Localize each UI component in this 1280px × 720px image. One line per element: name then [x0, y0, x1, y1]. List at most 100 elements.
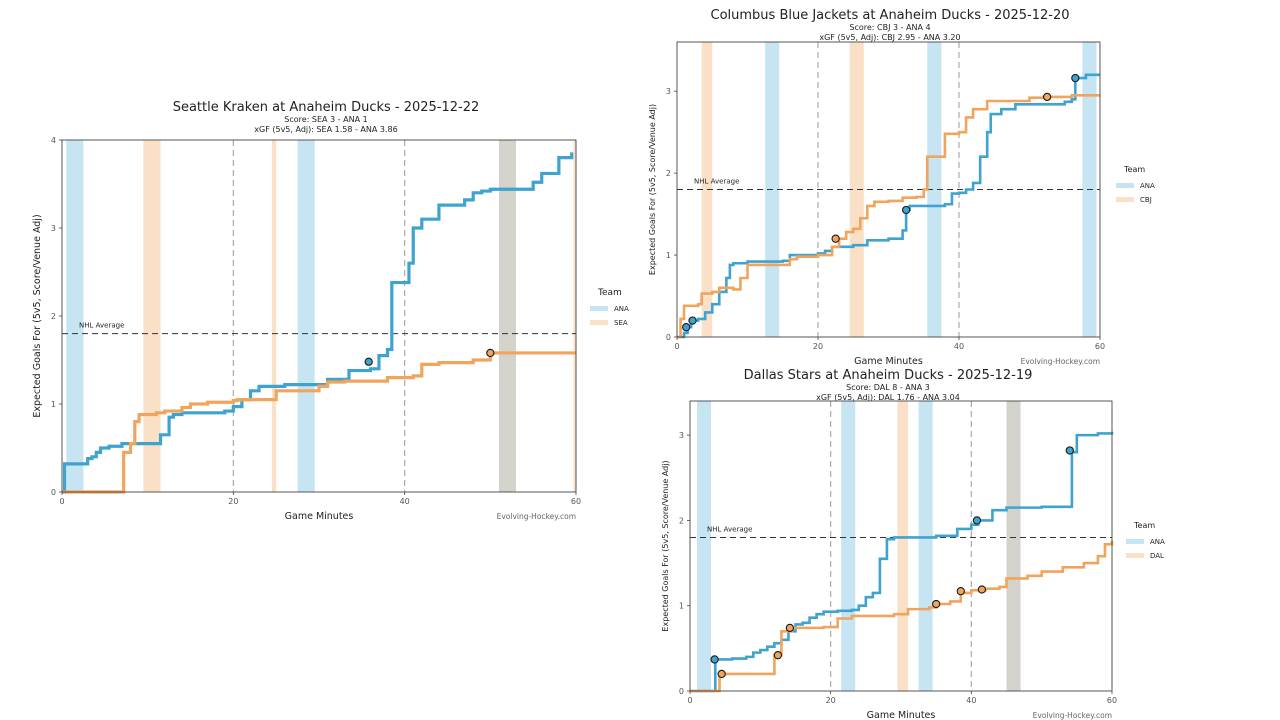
- chart-title: Seattle Kraken at Anaheim Ducks - 2025-1…: [173, 100, 480, 115]
- y-axis-label: Expected Goals For (5v5, Score/Venue Adj…: [648, 104, 657, 275]
- series-line-ana: [690, 431, 1114, 693]
- y-axis-label: Expected Goals For (5v5, Score/Venue Adj…: [32, 214, 43, 417]
- series-line-sea: [62, 351, 576, 494]
- chart-title: Dallas Stars at Anaheim Ducks - 2025-12-…: [744, 368, 1033, 383]
- x-tick-label: 40: [954, 342, 964, 351]
- x-tick-label: 60: [571, 497, 581, 506]
- source-credit: Evolving-Hockey.com: [1021, 357, 1100, 366]
- y-axis-label: Expected Goals For (5v5, Score/Venue Adj…: [661, 460, 670, 631]
- goal-marker-ana: [1065, 446, 1074, 455]
- legend-swatch-cbj: [1116, 197, 1134, 202]
- y-tick-label: 3: [51, 224, 56, 233]
- xgf-subtitle: xGF (5v5, Adj): SEA 1.58 - ANA 3.86: [254, 125, 397, 134]
- legend-swatch-ana: [590, 306, 608, 311]
- penalty-band-ana: [841, 401, 856, 691]
- legend-title: Team: [597, 288, 622, 298]
- penalty-band-opp: [143, 140, 161, 492]
- nhl-average-label: NHL Average: [707, 525, 752, 533]
- score-subtitle: Score: DAL 8 - ANA 3: [846, 383, 930, 392]
- x-tick-label: 0: [59, 497, 64, 506]
- source-credit: Evolving-Hockey.com: [497, 512, 576, 521]
- score-subtitle: Score: SEA 3 - ANA 1: [284, 115, 367, 124]
- legend-label-sea: SEA: [614, 319, 628, 327]
- penalty-band-gray: [498, 140, 517, 492]
- goal-marker-opp: [773, 651, 783, 660]
- x-tick-label: 40: [966, 696, 976, 705]
- x-tick-label: 20: [228, 497, 238, 506]
- penalty-band-opp: [701, 42, 713, 337]
- goal-marker-ana: [901, 205, 911, 215]
- xgf-subtitle: xGF (5v5, Adj): DAL 1.76 - ANA 3.04: [816, 393, 960, 402]
- goal-marker-opp: [831, 234, 840, 243]
- chart-seattle-at-anaheim: Seattle Kraken at Anaheim Ducks - 2025-1…: [32, 100, 629, 522]
- series-line-dal: [690, 540, 1114, 693]
- x-tick-label: 20: [826, 696, 836, 705]
- goal-marker-opp: [486, 348, 495, 358]
- goal-marker-opp: [932, 599, 941, 609]
- goal-marker-ana: [972, 516, 982, 525]
- y-tick-label: 4: [51, 136, 56, 145]
- penalty-band-gray: [1006, 401, 1021, 691]
- y-tick-label: 1: [666, 251, 671, 260]
- series-line-ana: [62, 152, 574, 494]
- legend-swatch-sea: [590, 320, 608, 325]
- penalty-band-ana: [66, 140, 84, 492]
- penalty-band-ana: [927, 42, 942, 337]
- penalty-band-opp: [271, 140, 277, 492]
- legend-label-ana: ANA: [1150, 538, 1165, 546]
- goal-marker-ana: [682, 323, 691, 332]
- legend-swatch-ana: [1126, 539, 1144, 544]
- legend-label-ana: ANA: [1140, 182, 1155, 190]
- chart-columbus-at-anaheim: Columbus Blue Jackets at Anaheim Ducks -…: [648, 8, 1155, 367]
- y-tick-label: 0: [666, 333, 671, 342]
- y-tick-label: 3: [679, 431, 684, 440]
- goal-marker-ana: [688, 316, 697, 325]
- goal-marker-opp: [785, 623, 795, 633]
- legend-label-cbj: CBJ: [1140, 196, 1152, 204]
- goal-marker-ana: [710, 655, 719, 664]
- legend-swatch-ana: [1116, 183, 1134, 188]
- source-credit: Evolving-Hockey.com: [1033, 711, 1112, 720]
- y-tick-label: 3: [666, 87, 671, 96]
- y-tick-label: 1: [51, 400, 56, 409]
- goal-marker-opp: [1042, 92, 1052, 102]
- series-line-ana: [677, 73, 1100, 339]
- penalty-band-ana: [297, 140, 315, 492]
- penalty-band-opp: [897, 401, 909, 691]
- score-subtitle: Score: CBJ 3 - ANA 4: [849, 23, 930, 32]
- y-tick-label: 1: [679, 602, 684, 611]
- y-tick-label: 2: [666, 169, 671, 178]
- penalty-band-opp: [849, 42, 864, 337]
- x-tick-label: 0: [687, 696, 692, 705]
- penalty-band-opp: [573, 140, 576, 492]
- xgf-subtitle: xGF (5v5, Adj): CBJ 2.95 - ANA 3.20: [819, 33, 960, 42]
- legend-label-ana: ANA: [614, 305, 629, 313]
- goal-marker-opp: [956, 587, 965, 596]
- x-tick-label: 60: [1095, 342, 1105, 351]
- y-tick-label: 2: [51, 312, 56, 321]
- goal-marker-ana: [1071, 73, 1080, 83]
- nhl-average-label: NHL Average: [79, 322, 124, 330]
- y-tick-label: 0: [679, 687, 684, 696]
- plot-frame: [676, 41, 1101, 338]
- goal-marker-ana: [364, 357, 373, 366]
- legend-title: Team: [1133, 521, 1155, 530]
- x-tick-label: 40: [400, 497, 410, 506]
- legend-label-dal: DAL: [1150, 552, 1164, 560]
- chart-dallas-at-anaheim: Dallas Stars at Anaheim Ducks - 2025-12-…: [661, 368, 1165, 720]
- x-tick-label: 0: [674, 342, 679, 351]
- x-tick-label: 20: [813, 342, 823, 351]
- chart-title: Columbus Blue Jackets at Anaheim Ducks -…: [711, 8, 1070, 23]
- x-axis-label: Game Minutes: [854, 356, 923, 367]
- y-tick-label: 2: [679, 516, 684, 525]
- legend-title: Team: [1123, 165, 1145, 174]
- goal-marker-opp: [717, 669, 726, 679]
- legend-swatch-dal: [1126, 553, 1144, 558]
- penalty-band-ana: [697, 401, 712, 691]
- penalty-band-ana: [918, 401, 933, 691]
- nhl-average-label: NHL Average: [694, 178, 739, 186]
- series-line-cbj: [677, 93, 1100, 339]
- x-tick-label: 60: [1107, 696, 1117, 705]
- x-axis-label: Game Minutes: [285, 511, 354, 522]
- goal-marker-opp: [977, 585, 987, 594]
